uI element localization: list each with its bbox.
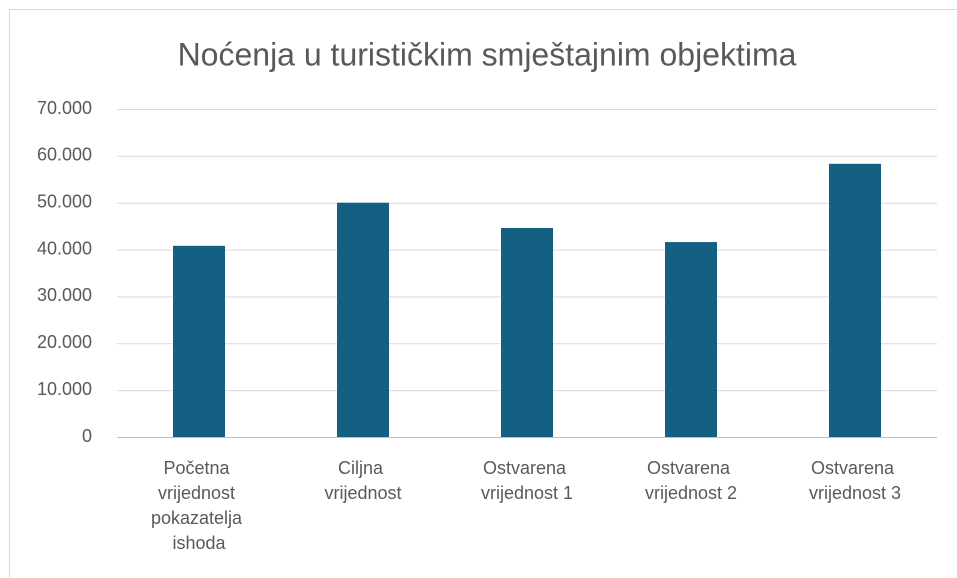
y-tick-label: 70.000 (37, 98, 92, 118)
x-tick-label: Ostvarena vrijednost 1 (481, 458, 573, 503)
bar (337, 202, 389, 437)
bar (665, 242, 717, 437)
bar (173, 245, 225, 437)
y-tick-label: 0 (82, 426, 92, 446)
y-tick-label: 50.000 (37, 191, 92, 211)
y-tick-label: 30.000 (37, 285, 92, 305)
x-tick-label: Početna vrijednost pokazatelja ishoda (151, 458, 247, 553)
chart-frame (9, 9, 957, 578)
bar (829, 163, 881, 437)
y-tick-label: 10.000 (37, 379, 92, 399)
y-tick-label: 60.000 (37, 145, 92, 165)
bar (501, 228, 553, 437)
y-tick-label: 20.000 (37, 332, 92, 352)
x-tick-label: Ostvarena vrijednost 2 (645, 458, 737, 503)
x-tick-label: Ciljna vrijednost (324, 458, 401, 503)
x-tick-label: Ostvarena vrijednost 3 (809, 458, 901, 503)
chart-title: Noćenja u turističkim smještajnim objekt… (178, 36, 797, 72)
y-tick-label: 40.000 (37, 238, 92, 258)
